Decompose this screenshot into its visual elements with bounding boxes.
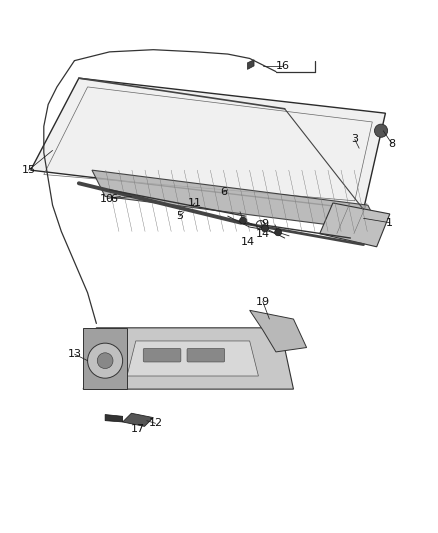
Circle shape (374, 124, 388, 138)
Text: 17: 17 (131, 424, 145, 434)
Circle shape (88, 343, 123, 378)
Circle shape (97, 353, 113, 368)
Polygon shape (320, 203, 390, 247)
Text: 1: 1 (386, 217, 393, 228)
Circle shape (261, 225, 268, 232)
Circle shape (240, 217, 247, 224)
Polygon shape (83, 328, 127, 389)
Polygon shape (83, 328, 293, 389)
Text: 19: 19 (256, 296, 270, 306)
Text: 14: 14 (256, 229, 270, 239)
Text: 13: 13 (67, 349, 81, 359)
Text: 8: 8 (389, 139, 396, 149)
Polygon shape (105, 415, 123, 422)
Text: 5: 5 (176, 211, 183, 221)
Text: 9: 9 (261, 219, 268, 229)
Text: 14: 14 (240, 237, 254, 247)
FancyBboxPatch shape (187, 349, 225, 362)
Text: 15: 15 (21, 165, 35, 175)
FancyBboxPatch shape (143, 349, 181, 362)
Text: 12: 12 (148, 418, 162, 429)
Text: 6: 6 (110, 193, 117, 204)
Polygon shape (92, 170, 381, 231)
Text: 16: 16 (276, 61, 290, 71)
Text: 3: 3 (351, 134, 358, 144)
Polygon shape (250, 310, 307, 352)
Text: 10: 10 (100, 193, 114, 204)
Polygon shape (31, 78, 385, 209)
Circle shape (275, 229, 282, 236)
Polygon shape (127, 341, 258, 376)
Text: 11: 11 (188, 198, 202, 208)
Polygon shape (123, 413, 153, 426)
Text: 6: 6 (220, 187, 227, 197)
Polygon shape (247, 60, 254, 69)
